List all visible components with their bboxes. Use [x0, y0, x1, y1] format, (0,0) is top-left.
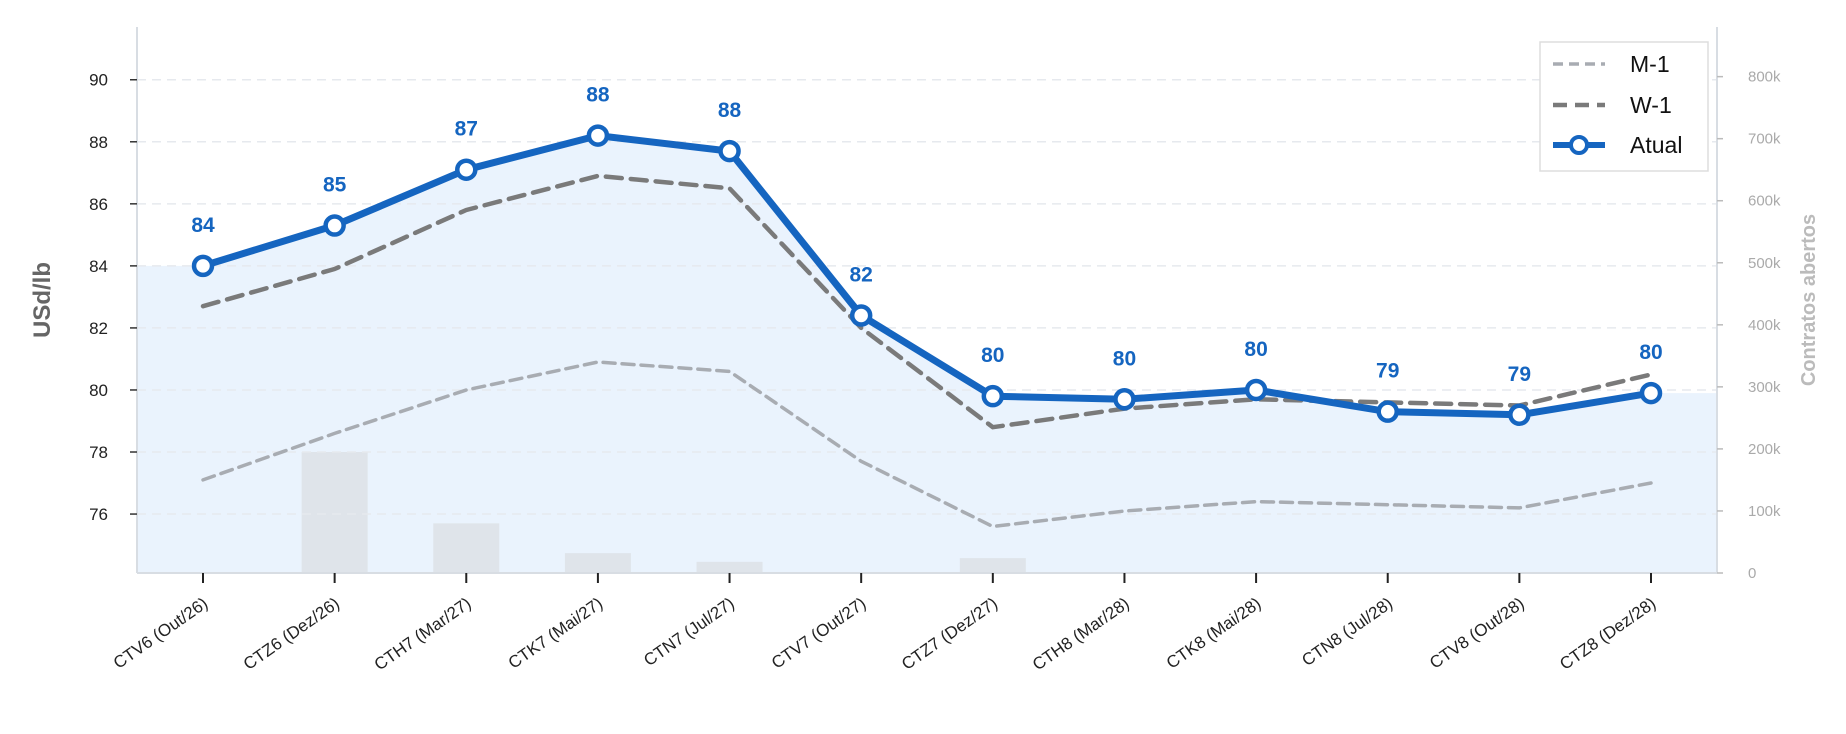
y-tick-label-90: 90 [89, 71, 108, 90]
y-right-tick-label-3: 300k [1748, 379, 1781, 396]
open-contracts-bar-6 [959, 558, 1026, 573]
series-markers [191, 124, 1663, 427]
x-tick-label-0: CTV6 (Out/26) [110, 594, 211, 673]
y-right-tick-label-0: 0 [1748, 565, 1756, 582]
data-label-2: 87 [455, 118, 478, 141]
y-right-tick-label-8: 800k [1748, 69, 1781, 86]
series-lines [199, 132, 1655, 529]
open-contracts-bar-3 [564, 553, 631, 573]
atual-marker-6 [981, 384, 1005, 408]
x-tick-label-11: CTZ8 (Dez/28) [1556, 594, 1659, 674]
atual-marker-5 [849, 304, 873, 327]
legend-label-w1: W-1 [1630, 92, 1672, 118]
x-tick-label-7: CTH8 (Mar/28) [1029, 594, 1133, 675]
atual-marker-0 [191, 254, 215, 278]
x-tick-label-2: CTH7 (Mar/27) [371, 594, 475, 675]
x-tick-label-10: CTV8 (Out/28) [1426, 594, 1527, 673]
y-tick-label-78: 78 [89, 443, 108, 462]
atual-marker-4 [718, 139, 741, 163]
data-label-4: 88 [718, 99, 742, 122]
shaded-area [137, 135, 1717, 574]
data-label-11: 80 [1639, 341, 1662, 364]
data-label-6: 80 [981, 344, 1004, 367]
y-axis-title-right: Contratos abertos [1798, 214, 1820, 386]
data-label-5: 82 [850, 264, 873, 287]
series-line-m1 [201, 360, 1653, 529]
data-label-3: 88 [586, 84, 610, 107]
x-tick-label-3: CTK7 (Mai/27) [505, 594, 606, 673]
y-right-tick-label-4: 400k [1748, 317, 1781, 334]
open-contracts-bar-1 [301, 452, 368, 573]
data-labels: 84 85 87 88 88 82 80 80 80 79 79 80 [191, 84, 1662, 386]
series-line-atual [199, 132, 1655, 419]
y-tick-label-76: 76 [89, 505, 108, 524]
legend-label-atual: Atual [1630, 132, 1682, 158]
y-right-tick-label-5: 500k [1748, 255, 1781, 272]
y-axis-title-left: USd/lb [29, 262, 56, 338]
atual-marker-11 [1639, 381, 1663, 405]
data-label-8: 80 [1244, 338, 1267, 361]
y-tick-label-84: 84 [89, 257, 108, 276]
x-tick-label-4: CTN7 (Jul/27) [640, 594, 738, 670]
y-tick-label-82: 82 [89, 319, 108, 338]
shaded-region-layer [137, 135, 1717, 574]
y-tick-label-80: 80 [89, 381, 108, 400]
data-label-9: 79 [1376, 360, 1399, 383]
data-label-10: 79 [1508, 363, 1531, 386]
y-right-tick-label-6: 600k [1748, 193, 1781, 210]
atual-marker-10 [1508, 403, 1531, 427]
legend: M-1 W-1 Atual [1539, 41, 1709, 172]
x-tick-label-1: CTZ6 (Dez/26) [240, 594, 343, 674]
open-contracts-bars [301, 452, 1026, 573]
y-right-tick-label-1: 100k [1748, 503, 1781, 520]
atual-marker-9 [1376, 400, 1399, 423]
y-tick-label-86: 86 [89, 195, 108, 214]
series-line-w1 [200, 173, 1654, 430]
atual-marker-7 [1113, 388, 1136, 411]
legend-label-m1: M-1 [1630, 51, 1670, 77]
atual-marker-2 [455, 158, 478, 181]
x-tick-label-5: CTV7 (Out/27) [768, 594, 869, 673]
atual-marker-1 [323, 214, 346, 237]
atual-marker-3 [586, 124, 610, 147]
atual-marker-8 [1244, 378, 1268, 402]
open-contracts-bar-2 [433, 523, 500, 573]
y-tick-label-88: 88 [89, 133, 108, 152]
open-contracts-bar-4 [696, 561, 763, 573]
legend-box [1539, 41, 1709, 172]
x-tick-label-6: CTZ7 (Dez/27) [898, 594, 1001, 674]
legend-marker-atual [1569, 135, 1589, 155]
x-tick-label-8: CTK8 (Mai/28) [1163, 594, 1264, 673]
gridlines [137, 78, 1717, 515]
data-label-1: 85 [323, 174, 347, 197]
axes [136, 27, 1718, 574]
data-label-0: 84 [191, 214, 215, 237]
y-right-tick-label-2: 200k [1748, 441, 1781, 458]
x-tick-label-9: CTN8 (Jul/28) [1298, 594, 1396, 670]
y-right-tick-label-7: 700k [1748, 131, 1781, 148]
data-label-7: 80 [1113, 347, 1136, 370]
